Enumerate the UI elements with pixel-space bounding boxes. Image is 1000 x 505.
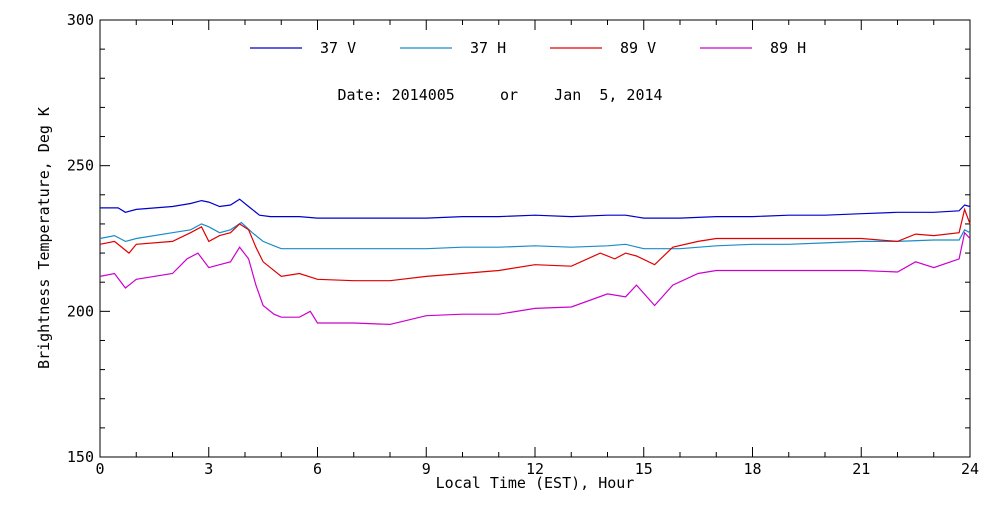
axis-ticks: 0 3 6 9 12 15 18 21 24 150 200 250 300 (67, 11, 979, 478)
series-line-37-h (99, 221, 971, 250)
x-tick-label: 9 (422, 460, 431, 478)
legend-label: 89 V (620, 39, 656, 57)
series-line-37-v (100, 198, 971, 219)
x-axis-title: Local Time (EST), Hour (436, 474, 635, 492)
legend-label: 89 H (770, 39, 806, 57)
legend: 37 V 37 H 89 V 89 H (250, 39, 806, 57)
x-tick-label: 15 (635, 460, 653, 478)
x-tick-label: 18 (743, 460, 761, 478)
x-tick-label: 0 (95, 460, 104, 478)
series-lines (99, 198, 971, 326)
x-tick-label: 24 (961, 460, 979, 478)
x-tick-label: 12 (526, 460, 544, 478)
x-tick-label: 6 (313, 460, 322, 478)
y-tick-label: 150 (67, 448, 94, 466)
y-tick-label: 200 (67, 302, 94, 320)
y-tick-label: 250 (67, 157, 94, 175)
x-tick-label: 21 (852, 460, 870, 478)
legend-label: 37 V (320, 39, 356, 57)
series-line-89-v (99, 207, 971, 282)
series-line-89-h (99, 231, 971, 326)
x-tick-label: 3 (204, 460, 213, 478)
y-tick-label: 300 (67, 11, 94, 29)
legend-label: 37 H (470, 39, 506, 57)
y-axis-title: Brightness Temperature, Deg K (35, 107, 53, 369)
date-annotation: Date: 2014005 or Jan 5, 2014 (337, 86, 662, 104)
